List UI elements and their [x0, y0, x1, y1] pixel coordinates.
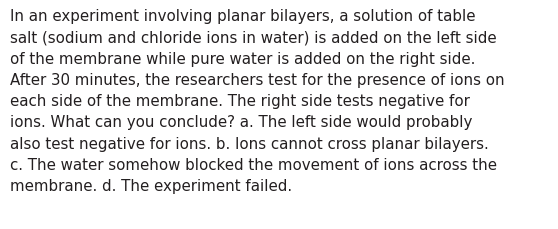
- Text: In an experiment involving planar bilayers, a solution of table
salt (sodium and: In an experiment involving planar bilaye…: [10, 9, 504, 193]
